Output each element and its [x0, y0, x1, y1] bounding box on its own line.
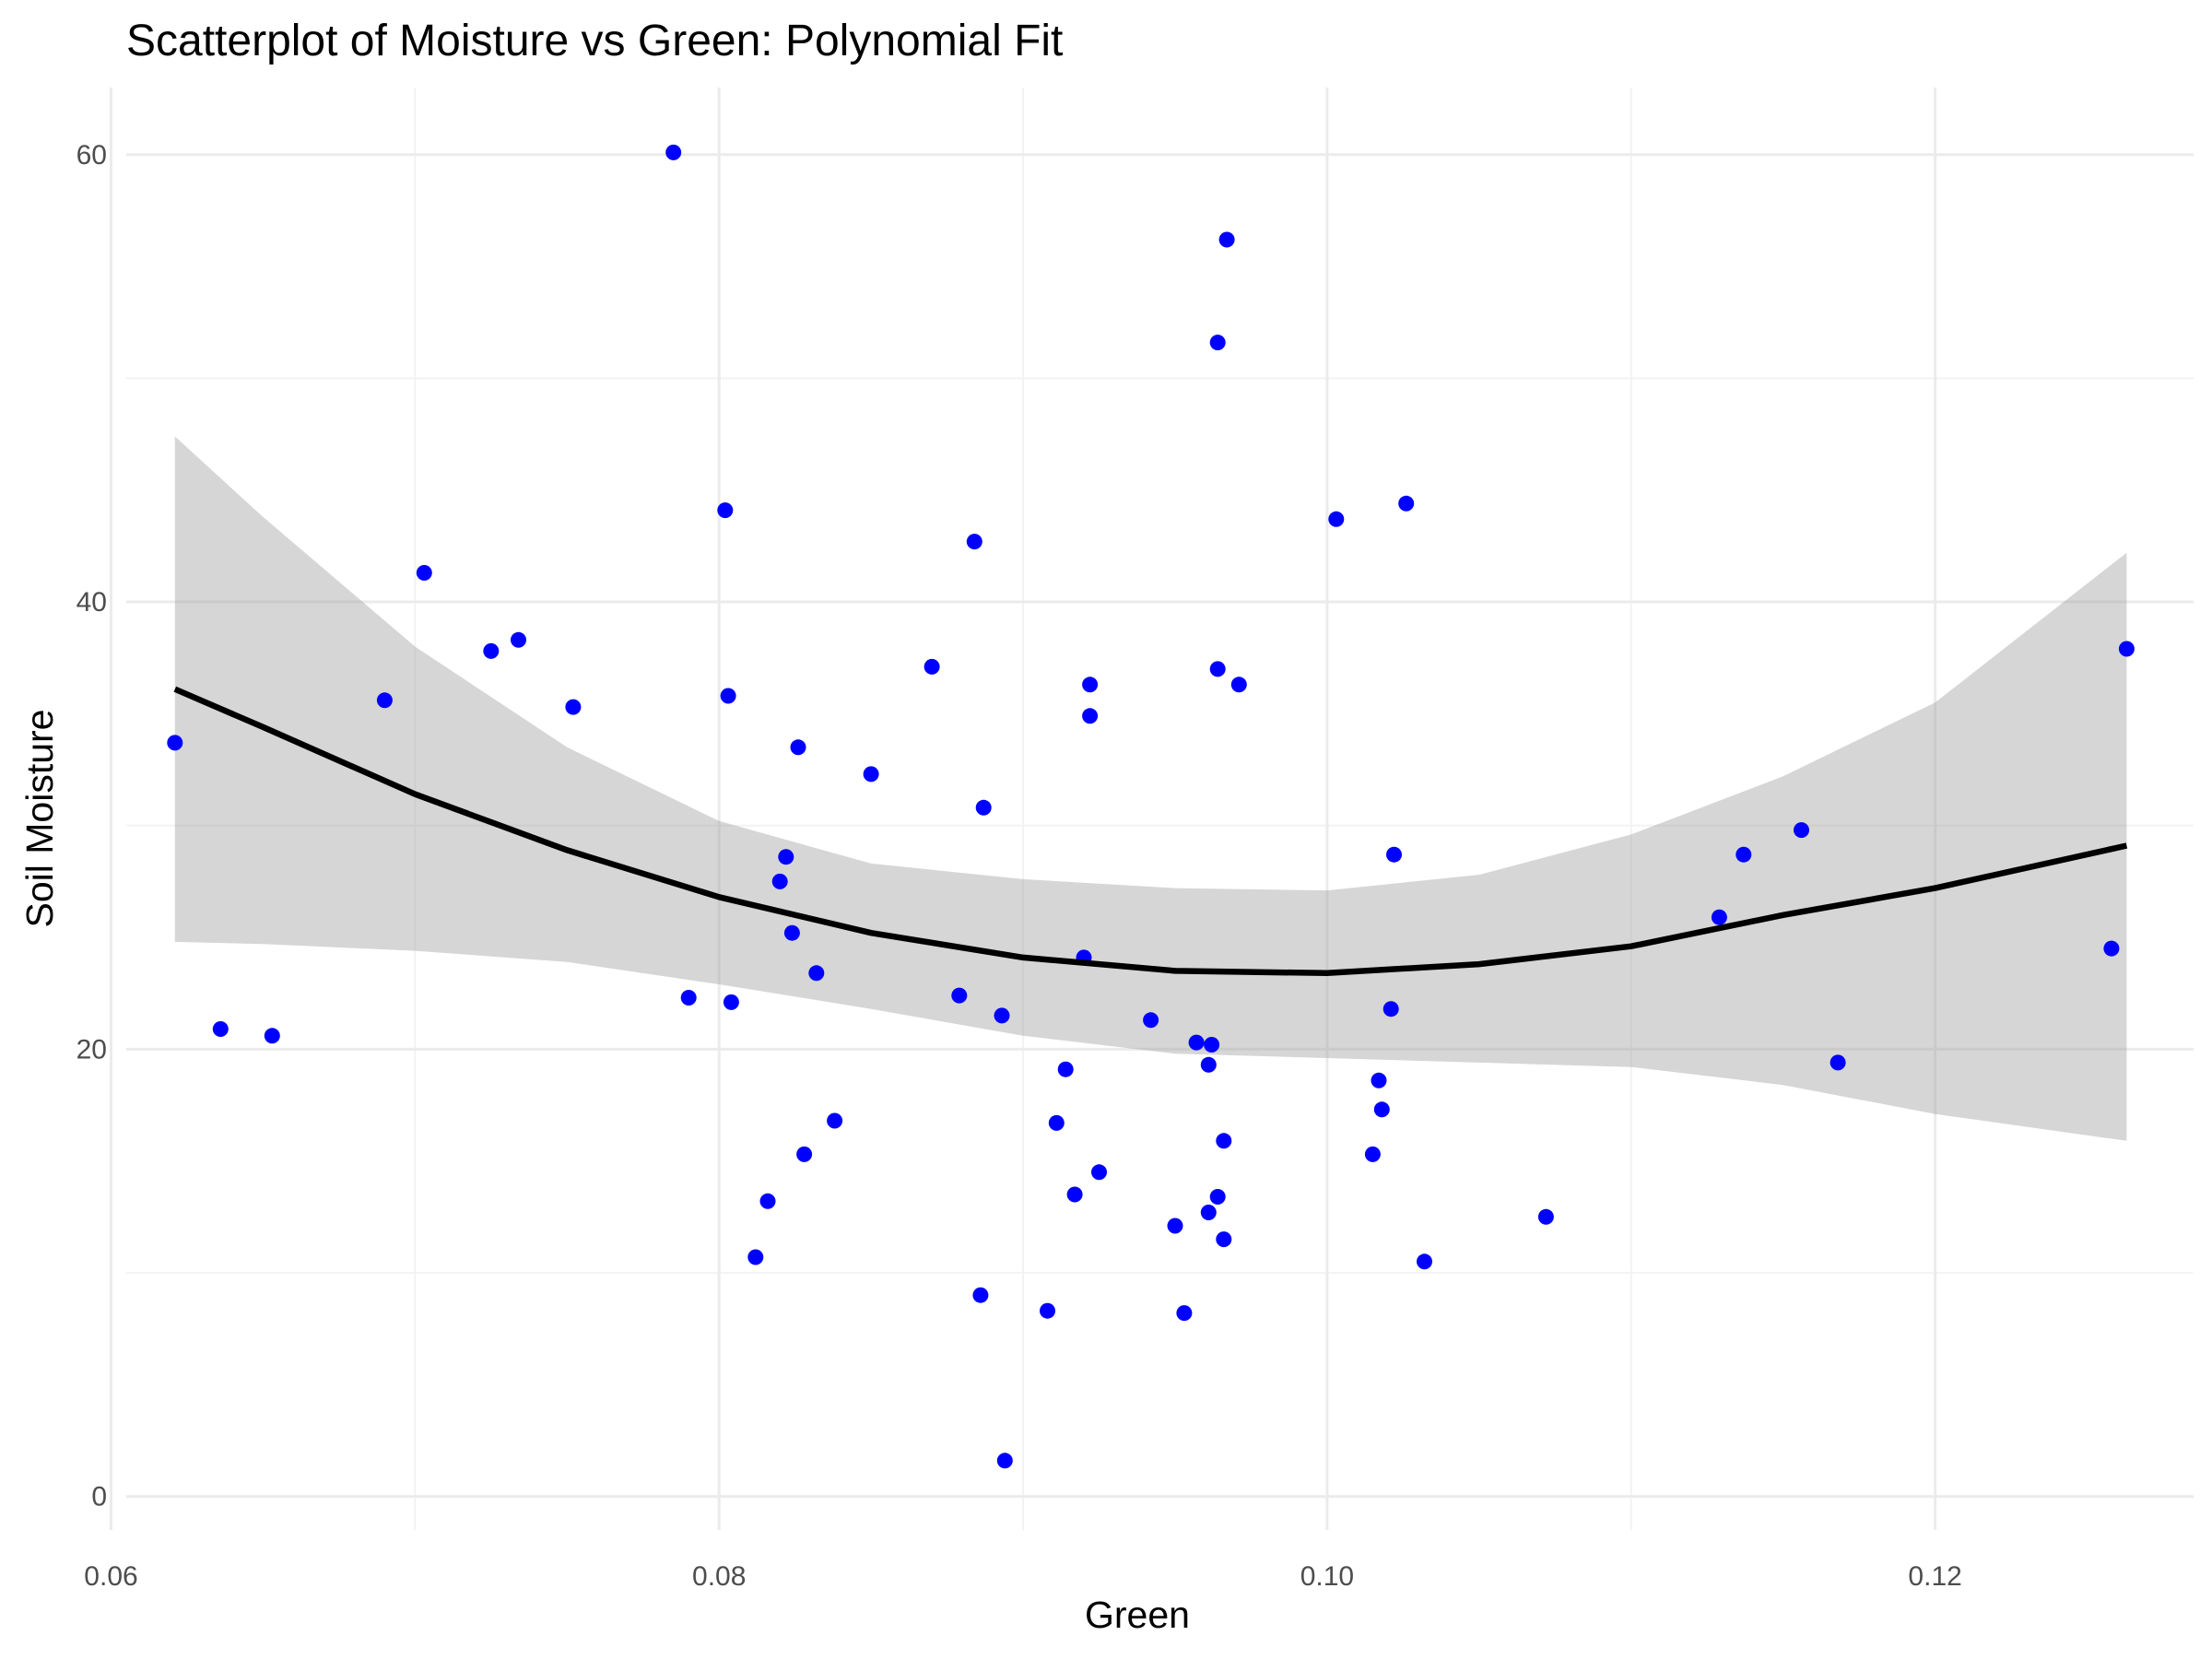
data-point: [1398, 495, 1415, 512]
data-point: [1209, 661, 1226, 677]
fit-line: [173, 686, 2128, 977]
data-point: [1735, 846, 1752, 863]
data-point: [1371, 1072, 1387, 1088]
major-gridlines: [110, 88, 2194, 1530]
data-point: [796, 1146, 813, 1162]
data-point: [924, 658, 940, 675]
x-tick-label: 0.06: [84, 1561, 137, 1592]
data-point: [1230, 677, 1247, 693]
y-tick-label: 0: [91, 1482, 107, 1512]
data-point: [665, 144, 682, 160]
x-tick-label: 0.08: [692, 1561, 746, 1592]
data-point: [1364, 1146, 1381, 1162]
data-points: [167, 144, 2135, 1469]
data-point: [212, 1021, 229, 1037]
data-point: [2118, 641, 2135, 657]
data-point: [996, 1453, 1013, 1469]
data-point: [264, 1028, 280, 1044]
data-point: [511, 631, 526, 648]
data-point: [1040, 1302, 1055, 1319]
x-axis-ticks: 0.06 0.08 0.10 0.12: [84, 1561, 1962, 1592]
data-point: [1188, 1034, 1205, 1051]
y-axis-ticks: 0 20 40 60: [76, 140, 107, 1512]
chart-title: Scatterplot of Moisture vs Green: Polyno…: [126, 17, 1063, 65]
confidence-band: [174, 436, 2127, 1141]
data-point: [975, 799, 992, 816]
minor-gridlines: [126, 88, 2194, 1530]
data-point: [2103, 940, 2120, 957]
data-point: [808, 965, 825, 982]
y-tick-label: 40: [76, 587, 107, 618]
data-point: [1537, 1208, 1554, 1225]
data-point: [1209, 335, 1226, 351]
data-point: [1066, 1186, 1083, 1203]
data-point: [1082, 708, 1099, 724]
x-axis-label: Green: [1085, 1594, 1190, 1636]
y-tick-label: 60: [76, 140, 107, 171]
data-point: [1048, 1114, 1065, 1131]
data-point: [1794, 822, 1809, 839]
data-point: [483, 642, 500, 659]
data-point: [1176, 1305, 1193, 1322]
y-tick-label: 20: [76, 1034, 107, 1065]
data-point: [717, 502, 734, 519]
data-point: [951, 987, 968, 1004]
y-axis-label: Soil Moisture: [18, 710, 61, 928]
data-point: [863, 766, 879, 782]
data-point: [1082, 677, 1099, 693]
data-point: [1328, 511, 1345, 527]
data-point: [723, 994, 739, 1010]
data-point: [416, 565, 432, 581]
data-point: [783, 924, 800, 941]
data-point: [1417, 1253, 1432, 1270]
data-point: [747, 1249, 764, 1265]
data-point: [790, 739, 806, 756]
data-point: [1218, 231, 1235, 248]
data-point: [1167, 1218, 1183, 1234]
data-point: [1200, 1056, 1217, 1073]
data-point: [1830, 1054, 1846, 1071]
data-point: [1216, 1133, 1232, 1149]
data-point: [994, 1007, 1010, 1024]
data-point: [972, 1287, 989, 1303]
data-point: [1200, 1205, 1217, 1220]
data-point: [1057, 1061, 1074, 1077]
data-point: [1373, 1101, 1390, 1118]
x-tick-label: 0.12: [1908, 1561, 1961, 1592]
data-point: [1204, 1037, 1220, 1053]
x-tick-label: 0.10: [1300, 1561, 1354, 1592]
data-point: [827, 1112, 843, 1129]
data-point: [1711, 909, 1727, 925]
data-point: [759, 1193, 776, 1209]
data-point: [1209, 1189, 1226, 1205]
data-point: [167, 735, 183, 751]
data-point: [966, 534, 982, 550]
data-point: [720, 688, 736, 704]
data-point: [680, 990, 697, 1006]
data-point: [1091, 1164, 1107, 1181]
data-point: [1216, 1231, 1232, 1248]
data-point: [1382, 1001, 1399, 1018]
data-point: [778, 849, 794, 865]
data-point: [771, 873, 788, 889]
data-point: [1386, 846, 1402, 863]
data-point: [1143, 1012, 1159, 1029]
data-point: [376, 692, 393, 709]
data-point: [565, 699, 582, 715]
